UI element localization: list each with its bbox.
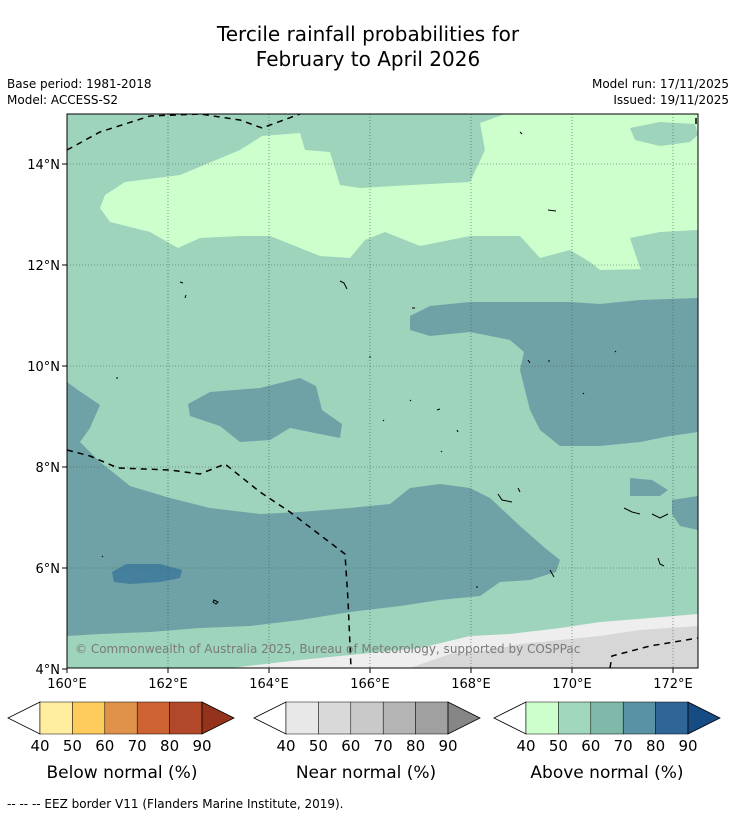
colorbar-cell — [655, 701, 689, 735]
colorbar-tick-label: 90 — [678, 737, 697, 755]
map-field — [67, 114, 698, 668]
colorbar-cell — [318, 701, 352, 735]
x-tick-label: 172°E — [653, 677, 693, 692]
colorbar-tick-label: 60 — [95, 737, 114, 755]
base-period: Base period: 1981-2018 — [7, 77, 152, 91]
colorbar-cell — [622, 701, 656, 735]
issued-date: Issued: 19/11/2025 — [613, 93, 729, 107]
colorbar-tick-label: 60 — [581, 737, 600, 755]
island-outline — [497, 487, 521, 503]
above-70-blob — [112, 564, 182, 584]
colorbar-tick-label: 90 — [438, 737, 457, 755]
map-frame — [66, 113, 699, 669]
colorbar-tick-label: 90 — [192, 737, 211, 755]
y-tick-label: 12°N — [27, 259, 60, 274]
above-60-patch-mid — [188, 378, 342, 442]
probability-map: © Commonwealth of Australia 2025, Bureau… — [7, 113, 721, 783]
colorbar-cell — [558, 701, 592, 735]
colorbar-tick-label: 80 — [406, 737, 425, 755]
colorbar-tick-label: 70 — [614, 737, 633, 755]
model-name: Model: ACCESS-S2 — [7, 93, 119, 107]
title-line-1: Tercile rainfall probabilities for — [216, 22, 520, 46]
colorbar-cell — [169, 701, 203, 735]
copyright-text: © Commonwealth of Australia 2025, Bureau… — [75, 642, 580, 656]
near-50-region — [410, 622, 698, 668]
colorbar-title: Near normal (%) — [296, 763, 436, 783]
title-line-2: February to April 2026 — [255, 47, 481, 71]
model-info: Base period: 1981-2018 Model: ACCESS-S2 — [7, 76, 152, 108]
island-outline — [476, 557, 665, 588]
colorbar-cell — [590, 701, 624, 735]
islands — [101, 131, 669, 605]
colorbar-upper-extension — [447, 701, 481, 735]
island-outline — [623, 507, 669, 519]
colorbar-cell — [136, 701, 170, 735]
colorbar-lower-extension — [253, 701, 287, 735]
colorbar-lower-extension — [7, 701, 41, 735]
island-outline — [212, 599, 219, 605]
colorbar-tick-label: 70 — [374, 737, 393, 755]
x-tick-label: 170°E — [552, 677, 592, 692]
y-tick-label: 6°N — [36, 562, 61, 577]
colorbar-tick-label: 50 — [549, 737, 568, 755]
eez-border-line — [67, 114, 301, 151]
above-60-central — [410, 298, 698, 446]
island-outline — [382, 399, 459, 453]
x-axis-ticks: 160°E 162°E 164°E 166°E 168°E 170°E 172°E — [47, 668, 693, 692]
colorbar-cell — [382, 701, 416, 735]
near-40-band — [230, 614, 698, 668]
colorbar-tick-label: 50 — [63, 737, 82, 755]
colorbar-upper-extension — [687, 701, 721, 735]
eez-borders — [67, 114, 698, 668]
x-tick-label: 164°E — [249, 677, 289, 692]
run-info: Model run: 17/11/2025 Issued: 19/11/2025 — [592, 76, 729, 108]
colorbar-cell — [39, 701, 73, 735]
colorbar-legends: 40 50 60 70 80 90 Below normal (%) 40 50 60 70 80 90… — [7, 701, 721, 783]
colorbar-tick-label: 60 — [341, 737, 360, 755]
above-60-south — [67, 382, 560, 636]
island-outline — [116, 307, 617, 395]
colorbar-cell — [415, 701, 449, 735]
eez-footnote: -- -- -- EEZ border V11 (Flanders Marine… — [7, 797, 344, 811]
y-tick-label: 8°N — [36, 461, 61, 476]
above-60-patch-east2 — [672, 496, 698, 530]
colorbar-title: Below normal (%) — [47, 763, 198, 783]
colorbar-tick-label: 40 — [516, 737, 535, 755]
colorbar-legend: 40 50 60 70 80 90 Below normal (%) — [7, 701, 235, 783]
above-50-patch-ne — [630, 122, 698, 146]
colorbar-tick-label: 40 — [30, 737, 49, 755]
colorbar-cell — [350, 701, 384, 735]
x-tick-label: 162°E — [148, 677, 188, 692]
colorbar-cell — [104, 701, 138, 735]
colorbar-tick-label: 80 — [646, 737, 665, 755]
above-60-patch-east — [630, 478, 668, 496]
colorbar-tick-label: 70 — [128, 737, 147, 755]
gridlines — [67, 114, 698, 668]
colorbar-upper-extension — [201, 701, 235, 735]
y-tick-label: 10°N — [27, 360, 60, 375]
y-axis-ticks: 14°N 12°N 10°N 8°N 6°N 4°N — [27, 158, 67, 678]
colorbar-cell — [525, 701, 559, 735]
colorbar-tick-label: 50 — [309, 737, 328, 755]
island-outline — [101, 131, 557, 558]
colorbar-cell — [285, 701, 319, 735]
x-tick-label: 168°E — [451, 677, 491, 692]
colorbar-lower-extension — [493, 701, 527, 735]
island-outline — [179, 280, 348, 299]
colorbar-tick-label: 40 — [276, 737, 295, 755]
map-title: Tercile rainfall probabilities for Febru… — [0, 22, 736, 72]
eez-border-line — [67, 449, 352, 668]
y-tick-label: 4°N — [36, 663, 61, 678]
colorbar-cell — [72, 701, 106, 735]
x-tick-label: 166°E — [350, 677, 390, 692]
above-40-region — [100, 114, 698, 270]
x-tick-label: 160°E — [47, 677, 87, 692]
y-tick-label: 14°N — [27, 158, 60, 173]
colorbar-legend: 40 50 60 70 80 90 Above normal (%) — [493, 701, 721, 783]
colorbar-title: Above normal (%) — [530, 763, 683, 783]
colorbar-tick-label: 80 — [160, 737, 179, 755]
model-run: Model run: 17/11/2025 — [591, 77, 729, 91]
